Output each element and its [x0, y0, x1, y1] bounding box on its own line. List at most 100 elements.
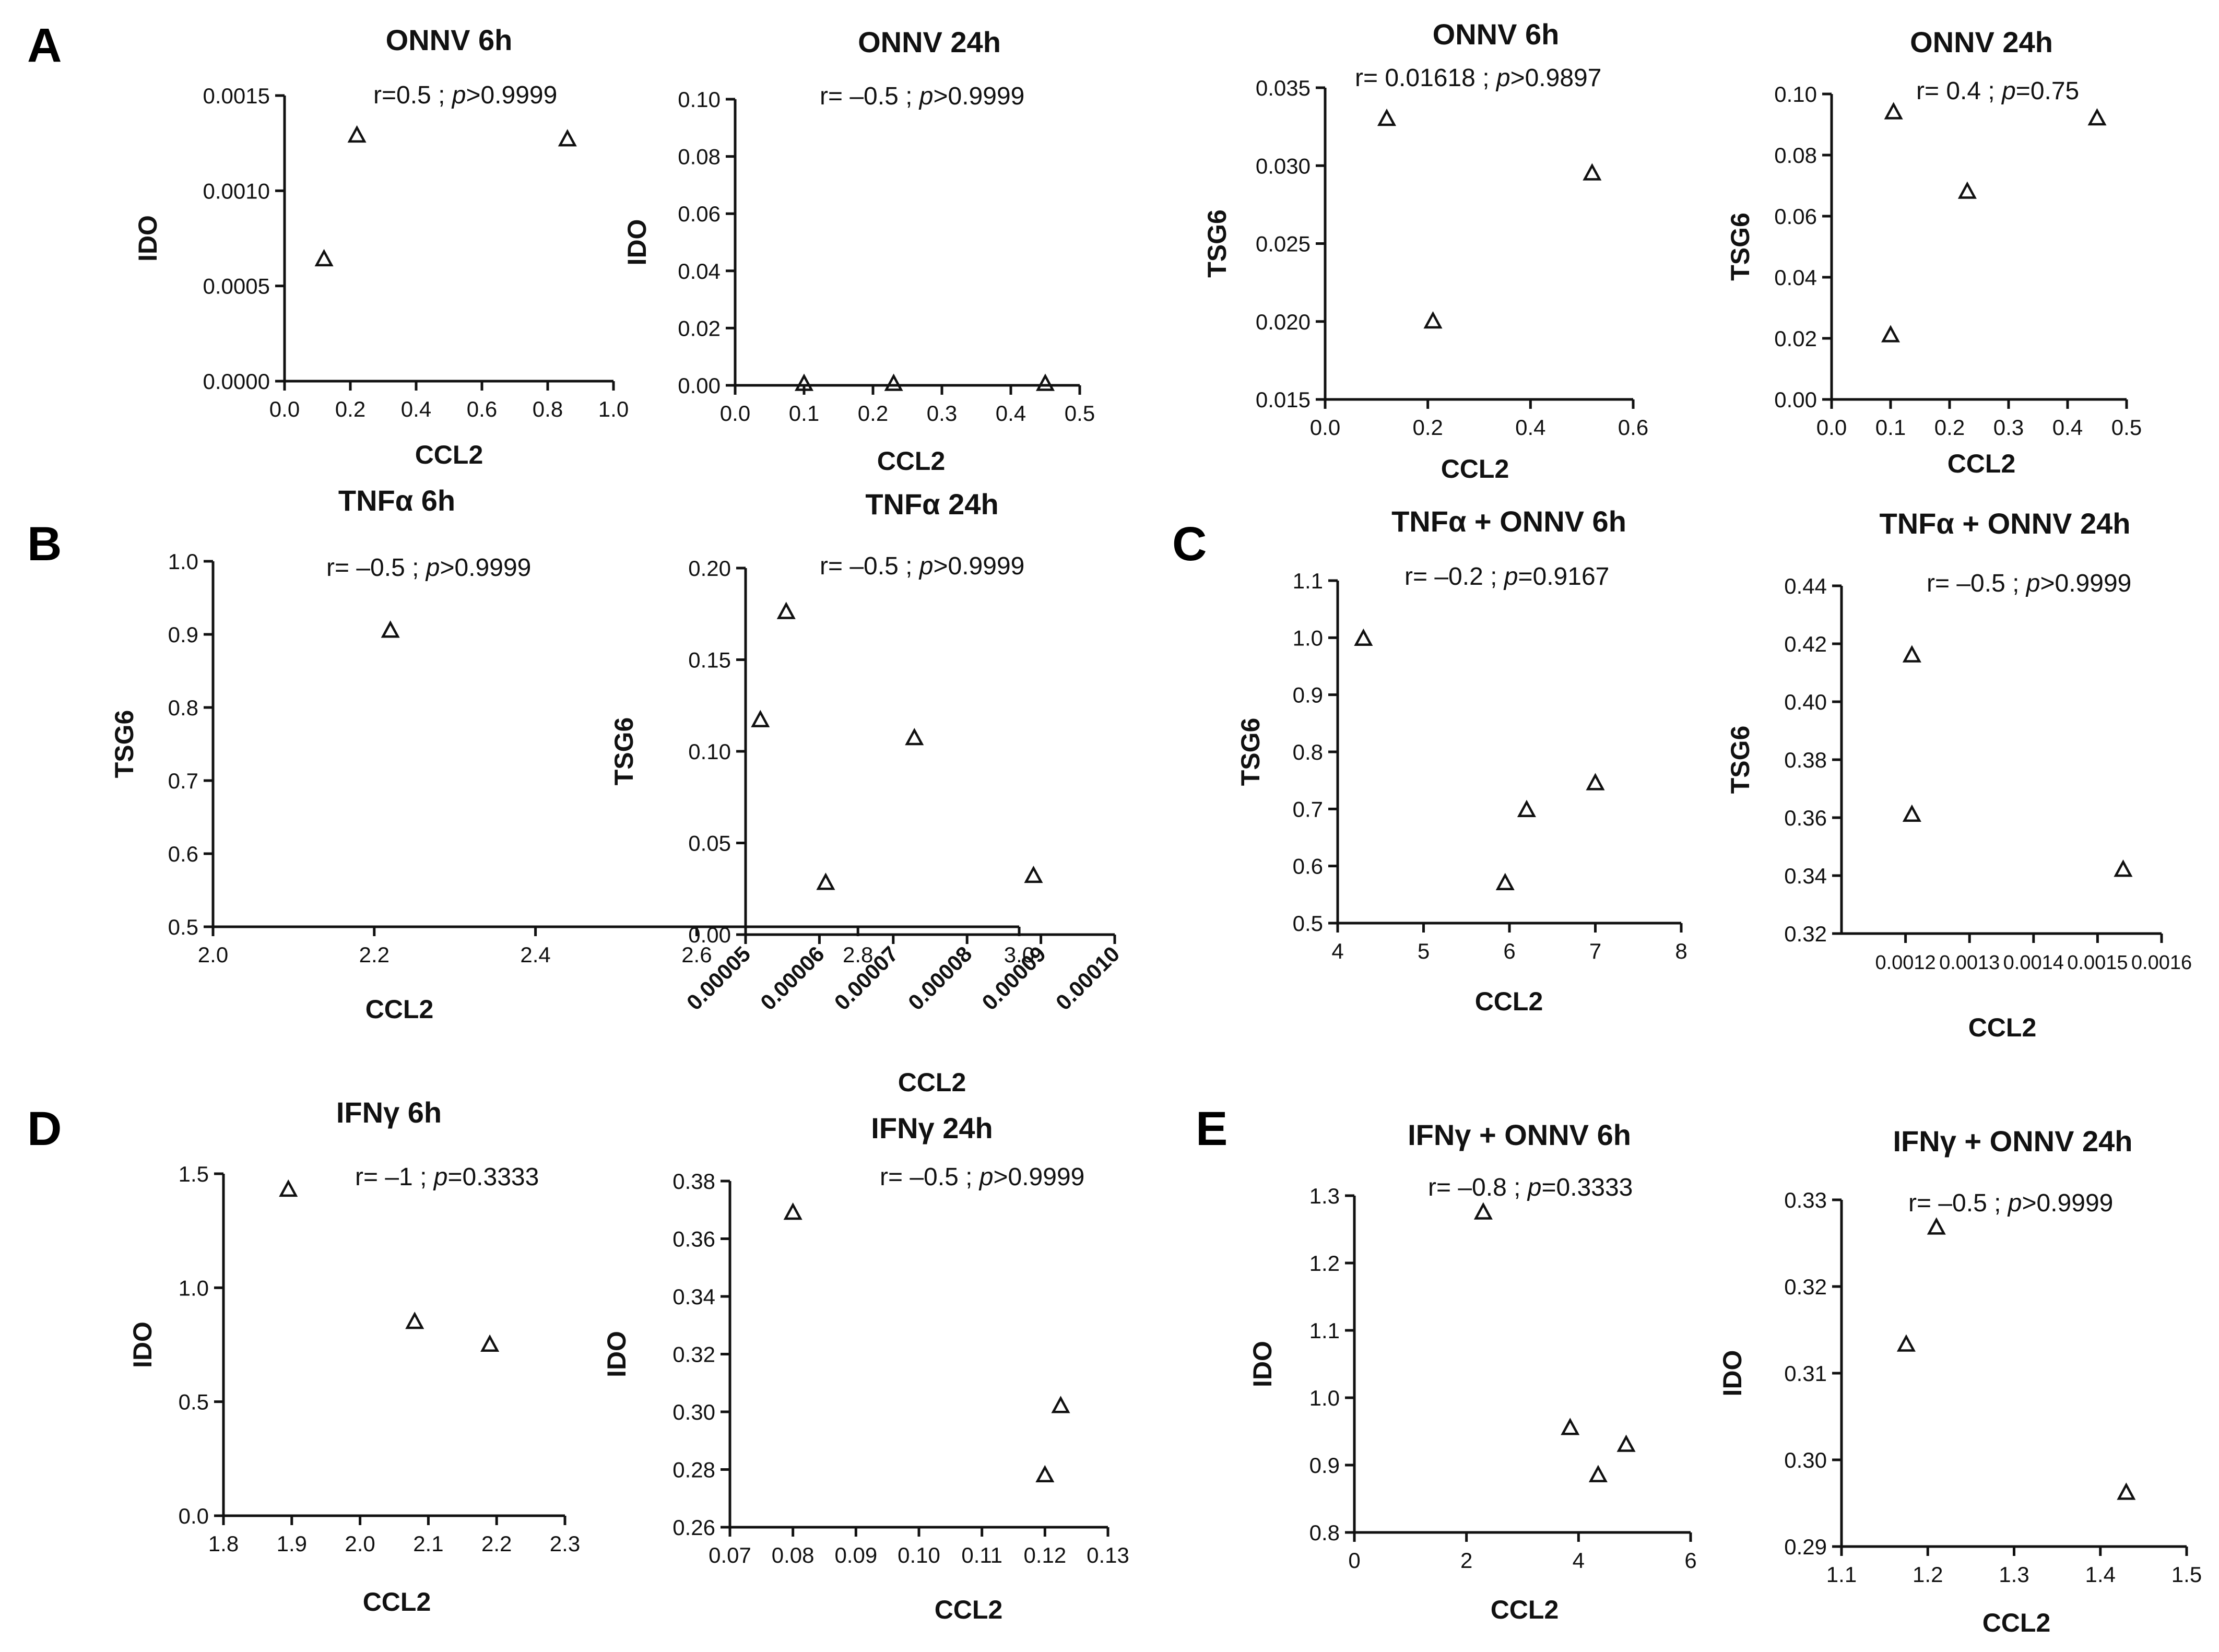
chart-title: ONNV 6h — [386, 23, 513, 56]
x-tick-label: 0.0015 — [2067, 952, 2128, 974]
correlation-annotation: r= –0.5 ; p>0.9999 — [820, 552, 1024, 580]
annotation-p-value: >0.9999 — [933, 552, 1024, 580]
x-tick-label: 0.13 — [1087, 1543, 1129, 1567]
correlation-annotation: r= –0.5 ; p>0.9999 — [1908, 1189, 2113, 1217]
y-tick-label: 0.32 — [672, 1342, 715, 1367]
y-tick-label: 0.7 — [168, 769, 198, 793]
data-point — [1927, 1217, 1946, 1235]
x-tick-label: 1.9 — [277, 1531, 307, 1556]
x-tick-label: 0.00008 — [903, 941, 977, 1015]
data-point — [2087, 108, 2107, 126]
x-tick-label: 0.2 — [1934, 415, 1965, 440]
x-tick-label: 1.3 — [1999, 1562, 2029, 1587]
annotation-p-value: >0.9999 — [2040, 570, 2131, 597]
x-tick-label: 0.4 — [1515, 415, 1545, 440]
y-tick-label: 0.9 — [168, 622, 198, 647]
annotation-p-symbol: p — [2007, 1189, 2022, 1217]
chart-title: IFNγ + ONNV 24h — [1893, 1125, 2132, 1158]
x-axis-label: CCL2 — [1475, 987, 1543, 1016]
x-tick-label: 0.1 — [789, 401, 819, 426]
correlation-annotation: r= –0.5 ; p>0.9999 — [326, 554, 531, 582]
x-axis-label: CCL2 — [877, 446, 946, 476]
panel-letter-d: D — [27, 1102, 62, 1155]
y-axis-label: IDO — [1718, 1350, 1747, 1397]
y-tick-label: 0.0010 — [203, 179, 270, 203]
data-point — [405, 1312, 424, 1329]
chart-9: IFNγ 6h r= –1 ; p=0.3333 0.0 0.5 1.0 1.5 1.8 1.… — [128, 1096, 580, 1616]
annotation-p-symbol: p — [425, 554, 440, 582]
y-tick-label: 0.29 — [1784, 1535, 1827, 1559]
chart-title: IFNγ 6h — [336, 1096, 442, 1129]
x-tick-label: 6 — [1684, 1548, 1696, 1573]
x-tick-label: 2.0 — [198, 942, 228, 967]
y-tick-label: 1.0 — [1309, 1386, 1340, 1410]
annotation-p-value: >0.9999 — [466, 81, 557, 109]
y-tick-label: 0.02 — [1774, 326, 1817, 351]
y-tick-label: 1.3 — [1309, 1184, 1340, 1208]
annotation-p-value: =0.3333 — [1541, 1174, 1633, 1201]
data-point — [2114, 859, 2133, 877]
data-point — [2117, 1482, 2136, 1500]
data-point — [884, 373, 903, 391]
chart-title: ONNV 6h — [1433, 18, 1560, 51]
x-axis-label: CCL2 — [1491, 1595, 1559, 1624]
y-tick-label: 0.9 — [1293, 683, 1323, 707]
y-tick-label: 0.015 — [1256, 387, 1311, 412]
y-tick-label: 0.42 — [1784, 632, 1827, 656]
panel-letter-a: A — [27, 19, 62, 72]
x-tick-label: 0.09 — [834, 1543, 877, 1567]
y-axis-label: TSG6 — [1236, 718, 1265, 786]
y-axis-label: IDO — [133, 215, 162, 262]
y-tick-label: 0.28 — [672, 1458, 715, 1482]
annotation-p-symbol: p — [2001, 77, 2016, 105]
data-point — [347, 125, 367, 143]
x-tick-label: 5 — [1418, 939, 1430, 963]
x-tick-label: 0.3 — [927, 401, 957, 426]
x-tick-label: 1.8 — [208, 1531, 239, 1556]
x-tick-label: 0.4 — [2052, 415, 2083, 440]
y-tick-label: 0.10 — [1774, 82, 1817, 107]
x-tick-label: 0.10 — [898, 1543, 940, 1567]
annotation-r: r= 0.01618 ; — [1355, 64, 1496, 92]
y-tick-label: 0.6 — [1293, 854, 1323, 879]
annotation-p-value: >0.9897 — [1510, 64, 1602, 92]
correlation-annotation: r= 0.01618 ; p>0.9897 — [1355, 64, 1601, 92]
correlation-annotation: r= –0.5 ; p>0.9999 — [880, 1163, 1084, 1191]
x-tick-label: 0.0014 — [2003, 952, 2064, 974]
x-tick-label: 0.2 — [858, 401, 888, 426]
y-tick-label: 0.20 — [688, 556, 731, 581]
x-tick-label: 0.1 — [1875, 415, 1906, 440]
annotation-p-value: =0.75 — [2016, 77, 2079, 105]
annotation-p-symbol: p — [2025, 570, 2040, 597]
x-tick-label: 4 — [1331, 939, 1343, 963]
y-tick-label: 0.40 — [1784, 690, 1827, 714]
y-tick-label: 0.06 — [678, 202, 721, 226]
x-axis-label: CCL2 — [365, 995, 434, 1024]
x-axis-label: CCL2 — [935, 1595, 1003, 1624]
x-tick-label: 6 — [1503, 939, 1515, 963]
y-tick-label: 0.5 — [179, 1390, 209, 1414]
y-tick-label: 0.36 — [672, 1227, 715, 1252]
x-tick-label: 8 — [1675, 939, 1687, 963]
annotation-p-symbol: p — [978, 1163, 994, 1191]
data-point — [783, 1202, 802, 1220]
y-tick-label: 0.8 — [1309, 1520, 1340, 1545]
x-tick-label: 2.4 — [520, 942, 550, 967]
y-tick-label: 0.0005 — [203, 274, 270, 299]
data-point — [1881, 325, 1901, 343]
y-tick-label: 0.8 — [168, 695, 198, 720]
data-point — [816, 872, 835, 890]
annotation-p-symbol: p — [433, 1163, 448, 1191]
correlation-annotation: r= –0.5 ; p>0.9999 — [1927, 570, 2131, 597]
data-point — [1024, 865, 1043, 883]
y-tick-label: 1.0 — [1293, 626, 1323, 650]
x-tick-label: 0.08 — [772, 1543, 815, 1567]
data-point — [1902, 645, 1921, 663]
chart-3: ONNV 6h r= 0.01618 ; p>0.9897 0.015 0.020 0.… — [1202, 18, 1648, 483]
y-tick-label: 0.08 — [1774, 143, 1817, 168]
y-tick-label: 0.020 — [1256, 310, 1311, 334]
x-tick-label: 0.0013 — [1939, 952, 2000, 974]
x-tick-label: 0.12 — [1023, 1543, 1066, 1567]
annotation-r: r= –0.5 ; — [880, 1163, 979, 1191]
